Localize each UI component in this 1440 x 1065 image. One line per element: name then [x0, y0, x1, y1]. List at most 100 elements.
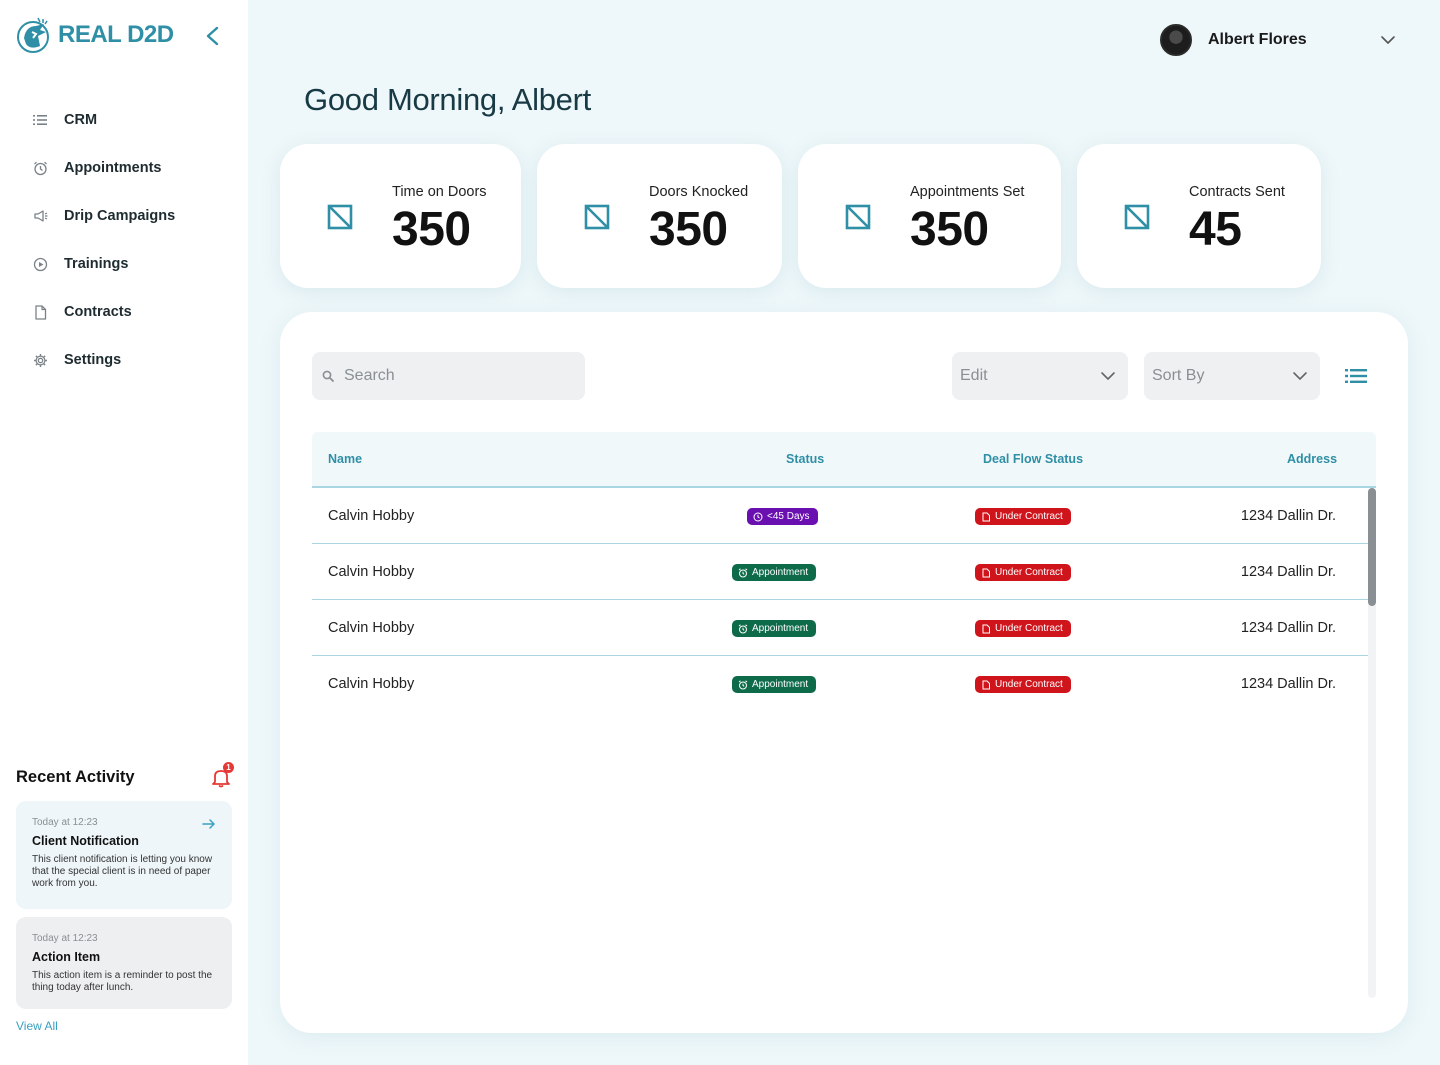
column-header-status[interactable]: Status — [786, 452, 825, 466]
status-badge: <45 Days — [747, 508, 818, 525]
sidebar-item-trainings[interactable]: Trainings — [0, 240, 248, 288]
deal-flow-badge: Under Contract — [975, 508, 1071, 525]
brand-logo[interactable]: REAL D2D — [16, 16, 174, 54]
deal-flow-badge-label: Under Contract — [995, 679, 1063, 690]
stat-card-appointments-set: Appointments Set 350 — [798, 144, 1061, 288]
table-scrollbar[interactable] — [1368, 488, 1376, 998]
status-badge: Appointment — [732, 564, 817, 581]
stat-value: 350 — [392, 203, 471, 256]
deal-flow-badge: Under Contract — [975, 676, 1071, 693]
activity-title: Client Notification — [32, 834, 139, 848]
table-row[interactable]: Calvin Hobby Appointment Under Contract … — [312, 600, 1376, 656]
stat-label: Doors Knocked — [649, 184, 749, 200]
stat-label: Contracts Sent — [1189, 184, 1285, 200]
scrollbar-thumb[interactable] — [1368, 488, 1376, 606]
stat-card-contracts-sent: Contracts Sent 45 — [1077, 144, 1321, 288]
stat-label: Time on Doors — [392, 184, 487, 200]
search-box[interactable] — [312, 352, 585, 400]
sidebar-item-label: Settings — [64, 352, 122, 368]
sidebar-item-label: Trainings — [64, 256, 129, 272]
stat-value: 350 — [649, 203, 728, 256]
placeholder-image-icon — [584, 204, 610, 230]
user-menu[interactable]: Albert Flores — [1160, 24, 1395, 56]
document-icon — [982, 512, 990, 521]
view-all-link[interactable]: View All — [16, 1019, 58, 1033]
sidebar-item-crm[interactable]: CRM — [0, 96, 248, 144]
column-header-name[interactable]: Name — [328, 452, 363, 466]
clock-icon — [753, 512, 763, 521]
table-row[interactable]: Calvin Hobby Appointment Under Contract … — [312, 656, 1376, 712]
status-badge-label: Appointment — [752, 679, 809, 690]
status-badge: Appointment — [732, 676, 817, 693]
recent-activity-title: Recent Activity — [16, 767, 135, 786]
notification-bell-icon[interactable]: 1 — [210, 762, 234, 788]
table-row[interactable]: Calvin Hobby <45 Days Under Contract 123… — [312, 488, 1376, 544]
cell-address: 1234 Dallin Dr. — [1240, 676, 1336, 692]
sidebar-item-appointments[interactable]: Appointments — [0, 144, 248, 192]
document-icon — [32, 304, 48, 320]
sidebar-item-label: CRM — [64, 112, 98, 128]
brand-name: REAL D2D — [58, 21, 174, 48]
edit-dropdown-label: Edit — [960, 367, 988, 384]
chevron-down-icon — [1381, 36, 1395, 44]
table-row[interactable]: Calvin Hobby Appointment Under Contract … — [312, 544, 1376, 600]
placeholder-image-icon — [1124, 204, 1150, 230]
status-badge-label: Appointment — [752, 623, 809, 634]
document-icon — [982, 624, 990, 633]
recent-activity: Recent Activity 1 Today at 12:23 Client … — [16, 762, 234, 1033]
list-view-icon[interactable] — [1344, 366, 1368, 386]
sort-by-dropdown[interactable]: Sort By — [1144, 352, 1320, 400]
deal-flow-badge-label: Under Contract — [995, 511, 1063, 522]
deal-flow-badge: Under Contract — [975, 564, 1071, 581]
activity-time: Today at 12:23 — [32, 933, 98, 944]
placeholder-image-icon — [845, 204, 871, 230]
user-name: Albert Flores — [1208, 31, 1307, 48]
activity-time: Today at 12:23 — [32, 817, 98, 828]
deal-flow-badge-label: Under Contract — [995, 567, 1063, 578]
placeholder-image-icon — [327, 204, 353, 230]
sidebar-item-drip-campaigns[interactable]: Drip Campaigns — [0, 192, 248, 240]
column-header-deal-flow-status[interactable]: Deal Flow Status — [983, 452, 1084, 466]
sidebar-item-contracts[interactable]: Contracts — [0, 288, 248, 336]
cell-name: Calvin Hobby — [328, 564, 415, 580]
activity-body: This action item is a reminder to post t… — [32, 970, 213, 993]
crm-panel: Edit Sort By Name Status Deal Flow Statu… — [280, 312, 1408, 1033]
document-icon — [982, 568, 990, 577]
alarm-clock-icon — [32, 160, 48, 176]
chevron-down-icon — [1101, 372, 1115, 380]
stat-value: 350 — [910, 203, 989, 256]
sidebar-item-settings[interactable]: Settings — [0, 336, 248, 384]
table-header: Name Status Deal Flow Status Address — [312, 432, 1376, 488]
alarm-clock-icon — [738, 623, 748, 633]
avatar — [1160, 24, 1192, 56]
alarm-clock-icon — [738, 567, 748, 577]
brand-mark-icon — [17, 17, 49, 53]
column-header-address[interactable]: Address — [1287, 452, 1338, 466]
arrow-right-icon[interactable] — [202, 817, 216, 831]
stat-card-time-on-doors: Time on Doors 350 — [280, 144, 521, 288]
cell-address: 1234 Dallin Dr. — [1240, 620, 1336, 636]
alarm-clock-icon — [738, 679, 748, 689]
stat-value: 45 — [1189, 203, 1242, 256]
edit-dropdown[interactable]: Edit — [952, 352, 1128, 400]
chevron-down-icon — [1293, 372, 1307, 380]
cell-address: 1234 Dallin Dr. — [1240, 508, 1336, 524]
page-title: Good Morning, Albert — [304, 82, 591, 117]
activity-card[interactable]: Today at 12:23 Client Notification This … — [16, 801, 232, 909]
play-circle-icon — [32, 256, 48, 272]
collapse-sidebar-icon[interactable] — [202, 24, 224, 48]
activity-title: Action Item — [32, 950, 101, 964]
cell-address: 1234 Dallin Dr. — [1240, 564, 1336, 580]
cell-name: Calvin Hobby — [328, 676, 415, 692]
recent-activity-header: Recent Activity 1 — [16, 762, 234, 790]
sidebar-nav: CRM Appointments Drip Campaigns Training… — [0, 96, 248, 384]
notification-count-badge: 1 — [223, 762, 234, 773]
search-input[interactable] — [344, 367, 564, 385]
activity-card[interactable]: Today at 12:23 Action Item This action i… — [16, 917, 232, 1009]
megaphone-icon — [32, 208, 48, 224]
deal-flow-badge: Under Contract — [975, 620, 1071, 637]
sidebar-item-label: Contracts — [64, 304, 132, 320]
gear-icon — [32, 352, 48, 368]
sort-by-dropdown-label: Sort By — [1152, 367, 1205, 384]
sidebar: REAL D2D CRM Appointments Drip Campaigns — [0, 0, 248, 1065]
